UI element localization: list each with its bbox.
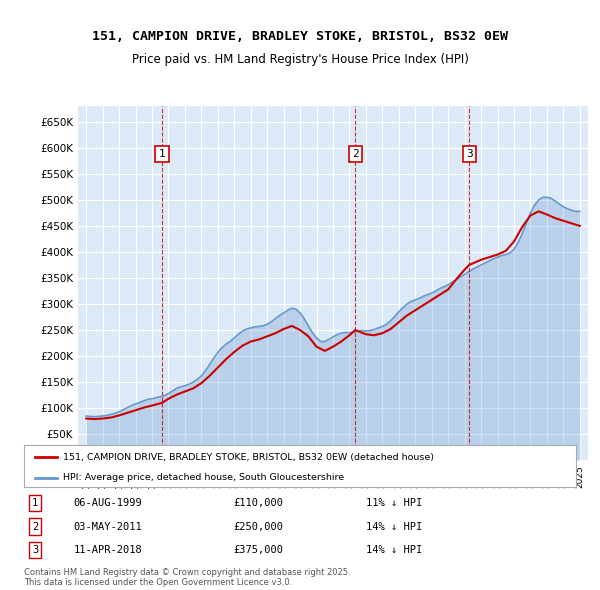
Text: 06-AUG-1999: 06-AUG-1999 bbox=[74, 498, 142, 508]
Text: £110,000: £110,000 bbox=[234, 498, 284, 508]
Text: HPI: Average price, detached house, South Gloucestershire: HPI: Average price, detached house, Sout… bbox=[62, 473, 344, 482]
Text: 14% ↓ HPI: 14% ↓ HPI bbox=[366, 522, 422, 532]
Text: 1: 1 bbox=[32, 498, 38, 508]
Text: 1: 1 bbox=[158, 149, 165, 159]
Text: 151, CAMPION DRIVE, BRADLEY STOKE, BRISTOL, BS32 0EW: 151, CAMPION DRIVE, BRADLEY STOKE, BRIST… bbox=[92, 30, 508, 42]
Text: 3: 3 bbox=[466, 149, 473, 159]
Text: £250,000: £250,000 bbox=[234, 522, 284, 532]
Text: 2: 2 bbox=[352, 149, 359, 159]
Text: 2: 2 bbox=[32, 522, 38, 532]
Text: 14% ↓ HPI: 14% ↓ HPI bbox=[366, 545, 422, 555]
Text: 11-APR-2018: 11-APR-2018 bbox=[74, 545, 142, 555]
Text: £375,000: £375,000 bbox=[234, 545, 284, 555]
Text: 11% ↓ HPI: 11% ↓ HPI bbox=[366, 498, 422, 508]
Text: Price paid vs. HM Land Registry's House Price Index (HPI): Price paid vs. HM Land Registry's House … bbox=[131, 53, 469, 66]
Text: Contains HM Land Registry data © Crown copyright and database right 2025.
This d: Contains HM Land Registry data © Crown c… bbox=[24, 568, 350, 587]
Text: 3: 3 bbox=[32, 545, 38, 555]
Text: 03-MAY-2011: 03-MAY-2011 bbox=[74, 522, 142, 532]
Text: 151, CAMPION DRIVE, BRADLEY STOKE, BRISTOL, BS32 0EW (detached house): 151, CAMPION DRIVE, BRADLEY STOKE, BRIST… bbox=[62, 453, 434, 461]
